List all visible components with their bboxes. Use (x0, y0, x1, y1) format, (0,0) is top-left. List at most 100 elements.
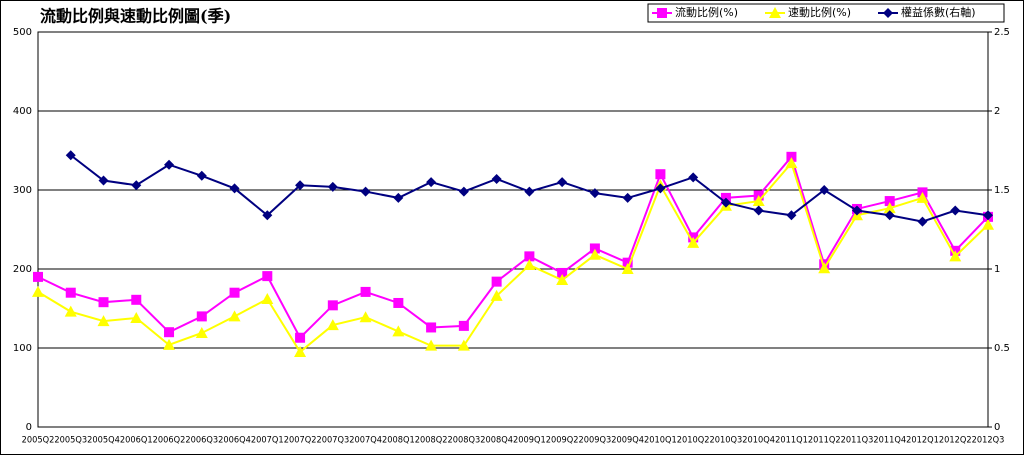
x-tick-label: 2011Q1 (775, 436, 808, 446)
legend-marker (769, 7, 781, 18)
legend-label: 權益係數(右軸) (901, 5, 976, 19)
data-point (949, 250, 962, 262)
data-point (163, 338, 176, 350)
data-point (327, 181, 338, 192)
data-point (883, 202, 896, 214)
data-point (229, 287, 240, 298)
x-tick-label: 2011Q2 (808, 436, 841, 446)
x-tick-label: 2005Q3 (54, 436, 87, 446)
data-point (262, 210, 273, 221)
data-point (294, 345, 307, 357)
data-point (588, 248, 601, 260)
x-tick-label: 2010Q2 (677, 436, 710, 446)
data-point (523, 259, 536, 271)
data-point (622, 192, 633, 203)
x-tick-label: 2010Q4 (742, 436, 775, 446)
data-point (983, 210, 993, 221)
series-line (37, 161, 989, 354)
x-tick-label: 2011Q4 (873, 436, 906, 446)
data-point (393, 192, 404, 203)
data-point (752, 195, 765, 207)
data-point (33, 271, 43, 282)
x-tick-label: 2009Q2 (546, 436, 579, 446)
y-tick-label: 200 (13, 264, 32, 275)
data-point (556, 274, 569, 286)
data-point (457, 339, 470, 351)
legend-label: 流動比例(%) (675, 5, 738, 19)
data-point (851, 205, 862, 216)
data-point (164, 327, 175, 338)
data-point (327, 300, 338, 311)
data-point (917, 216, 928, 227)
x-tick-label: 2012Q3 (972, 436, 1005, 446)
y2-tick-label: 2 (994, 106, 1000, 117)
data-point (295, 180, 306, 191)
x-tick-label: 2007Q4 (349, 436, 382, 446)
chart-title: 流動比例與速動比例圖(季) (40, 7, 231, 26)
legend-label: 速動比例(%) (788, 5, 851, 19)
data-point (360, 186, 371, 197)
y-tick-label: 400 (13, 106, 32, 117)
x-tick-label: 2010Q3 (710, 436, 743, 446)
data-point (164, 159, 175, 170)
data-point (884, 210, 895, 221)
x-tick-label: 2012Q2 (939, 436, 972, 446)
y2-tick-label: 1.5 (994, 185, 1010, 196)
data-point (295, 332, 306, 343)
data-point (622, 257, 633, 268)
legend-box (647, 3, 1005, 23)
data-point (950, 205, 961, 216)
x-tick-label: 2008Q2 (415, 436, 448, 446)
x-tick-label: 2006Q3 (185, 436, 218, 446)
data-point (326, 319, 339, 331)
data-point (392, 325, 405, 337)
data-point (982, 218, 994, 230)
data-point (228, 310, 241, 322)
data-point (720, 197, 731, 208)
y-tick-label: 100 (13, 343, 32, 354)
data-point (524, 251, 535, 262)
data-point (655, 169, 666, 180)
data-point (195, 326, 208, 338)
data-point (261, 293, 274, 305)
y2-tick-label: 2.5 (994, 27, 1010, 38)
data-point (359, 311, 372, 323)
data-point (688, 172, 699, 183)
data-point (97, 315, 110, 327)
data-point (458, 320, 469, 331)
data-point (785, 157, 798, 169)
data-point (458, 186, 469, 197)
y-tick-label: 500 (13, 27, 32, 38)
data-point (884, 196, 895, 207)
y2-tick-label: 0.5 (994, 343, 1010, 354)
data-point (65, 150, 76, 161)
data-point (426, 322, 437, 333)
data-point (262, 271, 273, 282)
data-point (32, 285, 44, 297)
data-point (818, 262, 831, 274)
y-tick-label: 300 (13, 185, 32, 196)
data-point (425, 339, 438, 351)
data-point (491, 276, 502, 287)
x-tick-label: 2008Q4 (480, 436, 513, 446)
x-tick-label: 2009Q1 (513, 436, 546, 446)
data-point (98, 297, 109, 308)
x-tick-label: 2005Q2 (22, 436, 55, 446)
data-point (229, 183, 240, 194)
x-tick-label: 2009Q3 (579, 436, 612, 446)
x-tick-label: 2007Q2 (284, 436, 317, 446)
data-point (130, 311, 143, 323)
data-point (98, 175, 109, 186)
x-tick-label: 2005Q4 (87, 436, 120, 446)
x-tick-label: 2008Q1 (382, 436, 415, 446)
x-tick-label: 2006Q1 (120, 436, 153, 446)
y-tick-label: 0 (26, 422, 32, 433)
data-point (393, 297, 404, 308)
x-tick-label: 2007Q1 (251, 436, 284, 446)
data-point (786, 151, 797, 162)
data-point (524, 186, 535, 197)
data-point (64, 305, 77, 317)
data-point (426, 177, 437, 188)
